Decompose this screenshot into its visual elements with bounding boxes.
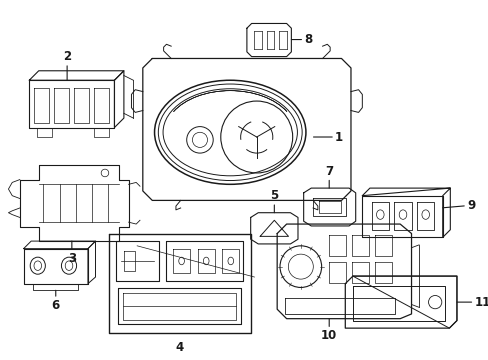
Text: 7: 7: [325, 165, 333, 188]
Text: 3: 3: [68, 241, 76, 265]
Text: 10: 10: [321, 319, 337, 342]
Text: 2: 2: [63, 50, 71, 80]
Text: 4: 4: [175, 341, 183, 354]
Text: 11: 11: [456, 296, 488, 309]
Text: 8: 8: [291, 33, 312, 46]
Text: 9: 9: [442, 199, 474, 212]
Text: 1: 1: [313, 131, 343, 144]
Text: 5: 5: [270, 189, 278, 213]
Text: 6: 6: [52, 290, 60, 312]
